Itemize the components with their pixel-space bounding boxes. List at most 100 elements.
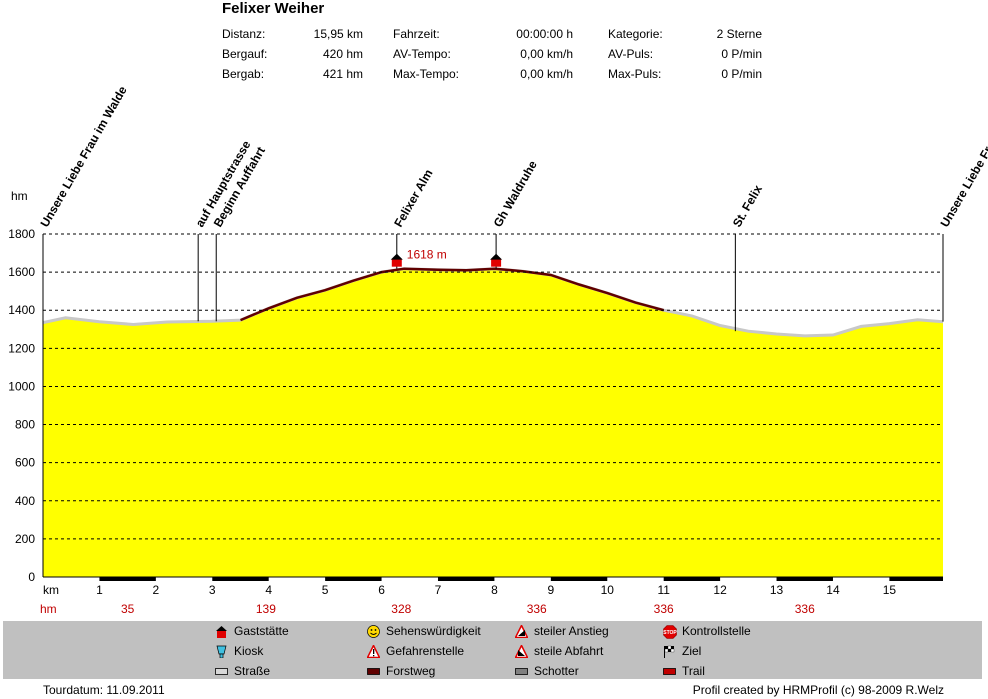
stat-label: AV-Tempo: [393,47,451,61]
elevation-area [43,268,943,577]
legend-label: Ziel [682,644,702,658]
x-tick-label: 7 [435,583,442,597]
hut-roof [490,253,503,260]
hut-icon [215,625,228,638]
x-tick-label: 9 [547,583,554,597]
stat-value: 421 hm [322,67,363,81]
steep-climb-icon [514,623,529,638]
stat-label: AV-Puls: [608,47,654,61]
legend-label: Schotter [534,664,579,678]
trail-swatch [663,665,676,678]
km-bar-segment [437,577,495,581]
hm-value: 35 [121,602,135,616]
legend-item: Trail [663,664,705,678]
y-tick-label: 400 [15,494,35,508]
legend-item: Ziel [663,644,701,658]
stat-label: Max-Puls: [608,67,662,81]
forest-road-swatch [367,665,380,678]
hm-value: 336 [654,602,674,616]
legend-label: Kiosk [234,644,264,658]
km-bar-segment [889,577,943,581]
stat-value: 0,00 km/h [520,67,573,81]
legend-label: Gaststätte [234,624,289,638]
km-bar-segment [99,577,156,581]
x-tick-label: 12 [713,583,727,597]
svg-text:STOP: STOP [663,630,677,636]
legend-label: Kontrollstelle [682,624,751,638]
hut-icon [491,258,502,267]
legend-item: Gefahrenstelle [366,643,464,658]
stat-value: 0,00 km/h [520,47,573,61]
legend-item: Kiosk [215,644,263,658]
legend-label: Trail [682,664,705,678]
stat-value: 00:00:00 h [516,27,573,41]
km-bar-segment [212,577,269,581]
x-tick-label: 3 [209,583,216,597]
legend-item: Gaststätte [215,624,289,638]
forest-road-segment [240,267,665,322]
x-tick-label: 14 [826,583,840,597]
hm-value: 336 [795,602,815,616]
y-tick-label: 0 [28,570,35,584]
steep-descent-icon [514,643,529,658]
hm-row-label: hm [40,602,57,616]
x-tick-label: 8 [491,583,498,597]
y-tick-label: 200 [15,532,35,546]
finish-flag-icon [663,645,676,658]
stat-label: Fahrzeit: [393,27,440,41]
legend-label: Sehenswürdigkeit [386,624,481,638]
waypoint-label: Felixer Alm [391,167,435,230]
hm-value: 336 [527,602,547,616]
x-tick-label: 1 [96,583,103,597]
gravel-swatch [515,665,528,678]
y-tick-label: 800 [15,418,35,432]
km-bar-segment [663,577,721,581]
x-tick-label: 5 [322,583,329,597]
waypoint-label: St. Felix [730,182,765,229]
stat-label: Bergab: [222,67,265,81]
x-axis-unit: km [43,583,59,597]
stat-value: 15,95 km [313,27,363,41]
peak-annotation: 1618 m [407,248,447,262]
legend-label: Forstweg [386,664,436,678]
legend-label: steiler Anstieg [534,624,609,638]
legend-item: steiler Anstieg [514,623,609,638]
waypoint-label: Unsere Liebe Frau im Walde [37,83,129,229]
stat-label: Kategorie: [608,27,663,41]
hut-icon [391,258,402,267]
y-tick-label: 600 [15,456,35,470]
km-bar-segment [550,577,608,581]
x-tick-label: 6 [378,583,385,597]
hm-value: 328 [391,602,411,616]
stat-label: Distanz: [222,27,266,41]
warning-icon [366,643,381,658]
hm-value: 139 [256,602,276,616]
stat-label: Bergauf: [222,47,268,61]
legend-item: steile Abfahrt [514,643,603,658]
legend-item: STOP Kontrollstelle [663,624,751,639]
x-tick-label: 11 [657,583,670,597]
y-axis-unit: hm [11,189,28,203]
stat-value: 0 P/min [721,67,762,81]
stat-label: Max-Tempo: [393,67,460,81]
page-title: Felixer Weiher [222,0,325,17]
tour-date: Tourdatum: 11.09.2011 [43,683,165,697]
kiosk-icon [215,645,228,658]
x-tick-label: 4 [265,583,272,597]
smiley-icon [367,624,380,638]
y-tick-label: 1800 [8,227,35,241]
stat-value: 420 hm [322,47,363,61]
y-tick-label: 1600 [8,265,35,279]
waypoint-label: Unsere Liebe Frau im Walde [937,83,988,229]
y-tick-label: 1200 [8,341,35,355]
legend: Gaststätte Kiosk Straße Sehenswürdigkeit Gef… [3,621,982,679]
km-bar-segment [776,577,833,581]
legend-item: Sehenswürdigkeit [367,624,481,638]
waypoint-label: Gh Waldruhe [491,158,540,230]
road-swatch [215,665,228,678]
x-tick-label: 15 [883,583,897,597]
km-bar-segment [325,577,382,581]
legend-item: Forstweg [367,664,435,678]
y-tick-label: 1000 [8,379,35,393]
